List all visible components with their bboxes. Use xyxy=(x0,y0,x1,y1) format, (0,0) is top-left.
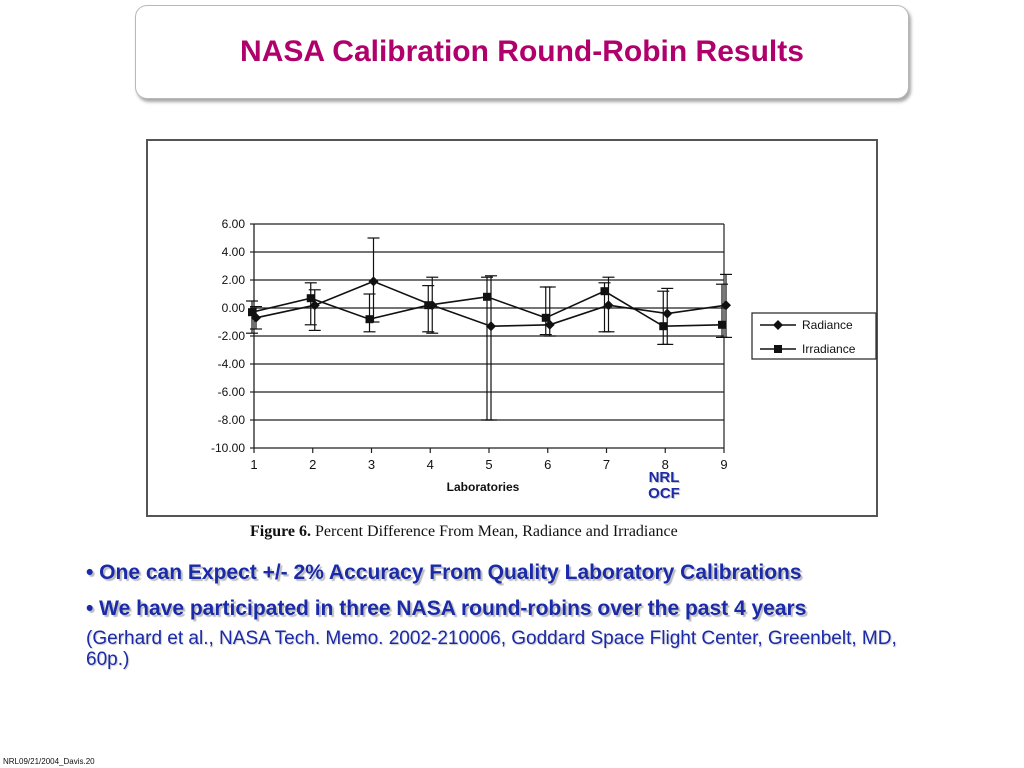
x-tick-label: 1 xyxy=(250,457,257,472)
bullet-participation: • We have participated in three NASA rou… xyxy=(86,597,807,620)
y-tick-label: -8.00 xyxy=(218,413,246,427)
figure-caption: Figure 6. Percent Difference From Mean, … xyxy=(250,523,810,541)
slide-title: NASA Calibration Round-Robin Results xyxy=(240,35,804,68)
x-tick-label: 3 xyxy=(368,457,375,472)
round-robin-chart: 6.00 4.00 2.00 0.00 -2.00 -4.00 -6.00 -8.00 -10.… xyxy=(211,217,877,494)
x-axis-label: Laboratories xyxy=(447,480,520,494)
data-point-irradiance xyxy=(541,313,550,322)
ocf-label: OCF xyxy=(648,485,680,502)
x-tick-label: 9 xyxy=(720,457,727,472)
y-tick-label: 2.00 xyxy=(222,273,246,287)
bullet-list: • One can Expect +/- 2% Accuracy From Qu… xyxy=(86,560,916,670)
x-tick-label: 2 xyxy=(309,457,316,472)
data-point-radiance xyxy=(603,300,614,311)
data-point-irradiance xyxy=(483,292,491,301)
x-tick-label: 5 xyxy=(485,457,492,472)
data-point-irradiance xyxy=(718,320,726,329)
figure-caption-label: Figure 6. xyxy=(250,523,312,540)
y-tick-label: 0.00 xyxy=(222,301,246,315)
data-point-irradiance xyxy=(248,308,256,317)
y-tick-label: -2.00 xyxy=(218,329,246,343)
data-point-radiance xyxy=(662,308,673,319)
data-point-radiance xyxy=(251,312,261,323)
data-point-irradiance xyxy=(659,322,668,331)
nrl-ocf-annotation: NRL OCF xyxy=(636,470,692,502)
data-point-radiance xyxy=(721,300,731,311)
y-tick-label: -4.00 xyxy=(218,357,246,371)
figure-caption-text: Percent Difference From Mean, Radiance a… xyxy=(311,523,678,540)
data-point-irradiance xyxy=(600,287,609,296)
data-point-radiance xyxy=(486,321,496,332)
figure-frame: 6.00 4.00 2.00 0.00 -2.00 -4.00 -6.00 -8.00 -10.… xyxy=(146,139,878,517)
nrl-label: NRL xyxy=(648,469,680,486)
x-tick-label: 4 xyxy=(427,457,434,472)
x-tick-label: 8 xyxy=(662,457,669,472)
legend-marker xyxy=(774,345,782,353)
y-tick-label: -10.00 xyxy=(211,441,245,455)
data-point-irradiance xyxy=(306,294,315,303)
citation-text: (Gerhard et al., NASA Tech. Memo. 2002-2… xyxy=(86,628,897,670)
data-point-irradiance xyxy=(424,301,433,310)
y-tick-label: 6.00 xyxy=(222,217,246,231)
y-tick-label: -6.00 xyxy=(218,385,246,399)
legend-box xyxy=(751,312,877,360)
x-tick-label: 7 xyxy=(603,457,610,472)
legend-marker xyxy=(773,320,783,330)
data-point-radiance xyxy=(368,276,379,287)
legend-label: Radiance xyxy=(802,318,853,332)
x-tick-label: 6 xyxy=(544,457,551,472)
legend-label: Irradiance xyxy=(802,342,856,356)
data-point-radiance xyxy=(309,300,320,311)
data-point-irradiance xyxy=(365,315,374,324)
bullet-accuracy: • One can Expect +/- 2% Accuracy From Qu… xyxy=(86,561,802,584)
y-tick-label: 4.00 xyxy=(222,245,246,259)
slide-footer: NRL09/21/2004_Davis.20 xyxy=(3,757,95,766)
title-box: NASA Calibration Round-Robin Results xyxy=(135,5,909,99)
data-point-radiance xyxy=(544,319,555,330)
